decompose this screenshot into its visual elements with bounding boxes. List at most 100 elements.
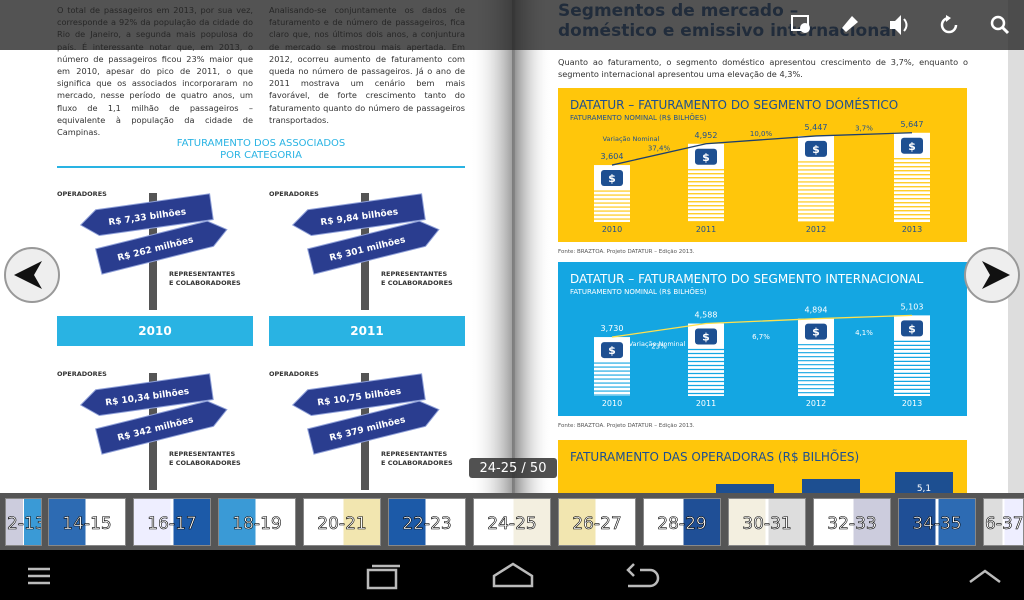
toc-icon[interactable] [791, 15, 810, 33]
category-label: E COLABORADORES [381, 279, 453, 287]
infographic-title: POR CATEGORIA [220, 150, 302, 161]
expand-button[interactable] [969, 569, 1001, 584]
thumbnail-label: 6-37 [985, 514, 1024, 535]
growth-label: 23% [651, 342, 667, 350]
growth-label: 3,7% [855, 124, 873, 132]
money-icon [695, 328, 717, 345]
x-tick-label: 2010 [602, 225, 622, 234]
page-thumbnail[interactable]: 28-29 [643, 498, 721, 546]
sign-shape [79, 193, 214, 237]
x-tick-label: 2011 [696, 399, 716, 408]
sign-arrow: R$ 7,33 bilhões [79, 193, 214, 237]
highlight-icon[interactable] [842, 16, 858, 32]
page-thumbnail[interactable]: 18-19 [218, 498, 296, 546]
category-label: REPRESENTANTES [381, 270, 447, 278]
growth-label: 10,0% [750, 130, 773, 138]
bar: $ [894, 132, 930, 222]
page-thumbnail[interactable]: 16-17 [133, 498, 211, 546]
bar: $ [688, 143, 724, 223]
variation-label: Variação Nominal [629, 340, 686, 348]
category-label: REPRESENTANTES [381, 450, 447, 458]
money-icon [805, 140, 827, 157]
variation-line [611, 314, 913, 338]
money-sign: $ [908, 322, 916, 335]
money-icon [901, 137, 923, 154]
value-label: 4,952 [695, 131, 718, 140]
money-sign: $ [812, 143, 820, 156]
money-icon [901, 320, 923, 337]
page-thumbnail[interactable]: 14-15 [48, 498, 126, 546]
page-indicator: 24-25 / 50 [480, 461, 547, 476]
page-thumbnail[interactable]: 32-33 [813, 498, 891, 546]
year-bar [269, 316, 465, 346]
thumbnail-label: 34-35 [912, 514, 962, 535]
page-thumbnail[interactable]: 34-35 [898, 498, 976, 546]
menu-button[interactable] [28, 567, 50, 585]
variation-line [611, 132, 913, 166]
money-sign: $ [908, 140, 916, 153]
sign-shape [307, 400, 440, 455]
audio-icon[interactable] [890, 15, 908, 35]
page-thumbnail[interactable]: 2-13 [5, 498, 42, 546]
thumbnail-label: 32-33 [827, 514, 877, 535]
x-tick-label: 2010 [602, 399, 622, 408]
category-label: OPERADORES [57, 370, 107, 378]
money-icon [805, 323, 827, 340]
money-sign: $ [702, 151, 710, 164]
bar: $ [594, 337, 630, 396]
chart-subtitle: FATURAMENTO NOMINAL (R$ BILHÕES) [570, 287, 707, 296]
value-label: 4,894 [805, 306, 828, 315]
value-label: 4,588 [695, 311, 718, 320]
category-label: E COLABORADORES [169, 459, 241, 467]
page-thumbnail[interactable]: 22-23 [388, 498, 466, 546]
bar-chart: DATATUR – FATURAMENTO DO SEGMENTO DOMÉST… [558, 88, 967, 255]
home-button[interactable] [492, 562, 534, 588]
money-icon [695, 148, 717, 165]
back-button[interactable] [626, 563, 660, 588]
nav-bar [0, 550, 1024, 600]
thumbnail-label: 2-13 [7, 514, 42, 535]
money-sign: $ [702, 331, 710, 344]
bar: $ [688, 323, 724, 396]
page-indicator-bg [469, 458, 557, 478]
money-icon [601, 342, 623, 359]
x-tick-label: 2013 [902, 399, 922, 408]
x-tick-label: 2012 [806, 225, 826, 234]
value-label: 5,103 [901, 302, 924, 311]
bar-chart: DATATUR – FATURAMENTO DO SEGMENTO INTERN… [558, 262, 967, 429]
value-label: 5,647 [901, 120, 924, 129]
year-bar [57, 316, 253, 346]
thumbnail-label: 16-17 [147, 514, 197, 535]
recent-apps-button[interactable] [366, 564, 400, 590]
category-label: OPERADORES [269, 370, 319, 378]
sign-shape [307, 220, 440, 275]
page-thumbnail[interactable]: 24-25 [473, 498, 551, 546]
category-label: OPERADORES [57, 190, 107, 198]
thumbnail-label: 20-21 [317, 514, 367, 535]
category-label: REPRESENTANTES [169, 270, 235, 278]
page-thumbnail[interactable]: 6-37 [983, 498, 1024, 546]
search-icon[interactable] [990, 15, 1010, 35]
value-label: 5,1 [917, 484, 931, 494]
source-note: Fonte: BRAZTOA. Projeto DATATUR – Edição… [558, 249, 695, 255]
page-thumbnail[interactable]: 30-31 [728, 498, 806, 546]
thumbnail-label: 30-31 [742, 514, 792, 535]
back-icon[interactable] [940, 15, 958, 34]
sign-arrow: R$ 9,84 bilhões [291, 193, 426, 237]
money-sign: $ [608, 172, 616, 185]
thumbnail-label: 22-23 [402, 514, 452, 535]
prev-page-button[interactable] [4, 247, 60, 303]
chart-title: DATATUR – FATURAMENTO DO SEGMENTO DOMÉST… [570, 97, 898, 112]
toolbar [0, 0, 1024, 50]
page-thumbnail[interactable]: 20-21 [303, 498, 381, 546]
money-sign: $ [812, 326, 820, 339]
page-thumbnail[interactable]: 26-27 [558, 498, 636, 546]
sign-shape [291, 373, 426, 417]
next-page-button[interactable] [964, 247, 1020, 303]
thumbnail-label: 14-15 [62, 514, 112, 535]
x-tick-label: 2011 [696, 225, 716, 234]
